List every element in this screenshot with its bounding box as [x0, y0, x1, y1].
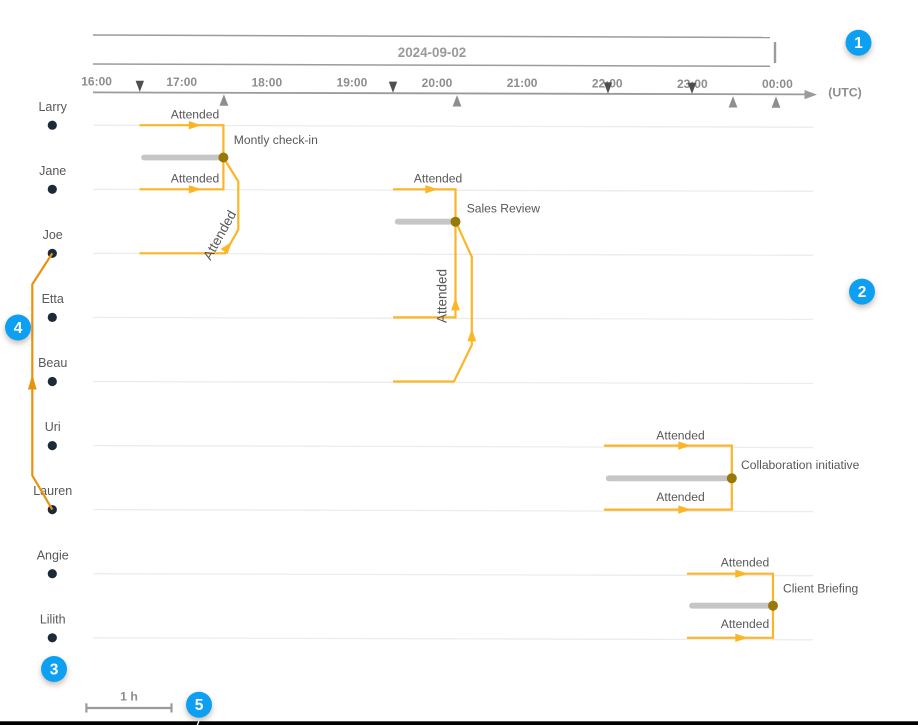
- svg-text:Joe: Joe: [43, 228, 63, 242]
- svg-text:20:00: 20:00: [422, 76, 453, 90]
- svg-text:Jane: Jane: [39, 164, 66, 178]
- svg-text:Attended: Attended: [656, 490, 704, 504]
- svg-text:Client Briefing: Client Briefing: [783, 581, 858, 595]
- svg-text:(UTC): (UTC): [828, 86, 861, 100]
- svg-text:Attended: Attended: [414, 172, 462, 186]
- svg-text:00:00: 00:00: [762, 77, 793, 91]
- svg-text:Beau: Beau: [38, 356, 67, 370]
- svg-text:1: 1: [854, 35, 863, 52]
- svg-text:5: 5: [195, 697, 204, 714]
- svg-text:Angie: Angie: [37, 548, 69, 562]
- svg-text:2024-09-02: 2024-09-02: [398, 45, 467, 60]
- svg-text:3: 3: [50, 662, 59, 679]
- svg-text:1 h: 1 h: [120, 689, 138, 703]
- svg-text:4: 4: [14, 320, 23, 337]
- svg-text:19:00: 19:00: [337, 76, 368, 90]
- svg-text:Attended: Attended: [435, 269, 450, 323]
- svg-text:Lilith: Lilith: [40, 612, 66, 626]
- svg-text:17:00: 17:00: [166, 75, 197, 89]
- svg-text:21:00: 21:00: [507, 76, 538, 90]
- svg-text:Uri: Uri: [45, 420, 61, 434]
- svg-text:18:00: 18:00: [251, 75, 282, 89]
- svg-text:Sales Review: Sales Review: [467, 201, 541, 215]
- svg-text:Collaboration initiative: Collaboration initiative: [741, 458, 860, 472]
- svg-text:Attended: Attended: [656, 429, 704, 443]
- svg-text:Larry: Larry: [38, 100, 67, 114]
- svg-text:Attended: Attended: [171, 108, 219, 122]
- svg-text:Etta: Etta: [42, 292, 64, 306]
- svg-text:Attended: Attended: [721, 617, 769, 631]
- svg-text:16:00: 16:00: [81, 75, 112, 89]
- svg-text:2: 2: [858, 284, 867, 301]
- svg-text:Attended: Attended: [721, 556, 769, 570]
- svg-text:Attended: Attended: [171, 172, 219, 186]
- svg-text:Montly check-in: Montly check-in: [234, 133, 318, 147]
